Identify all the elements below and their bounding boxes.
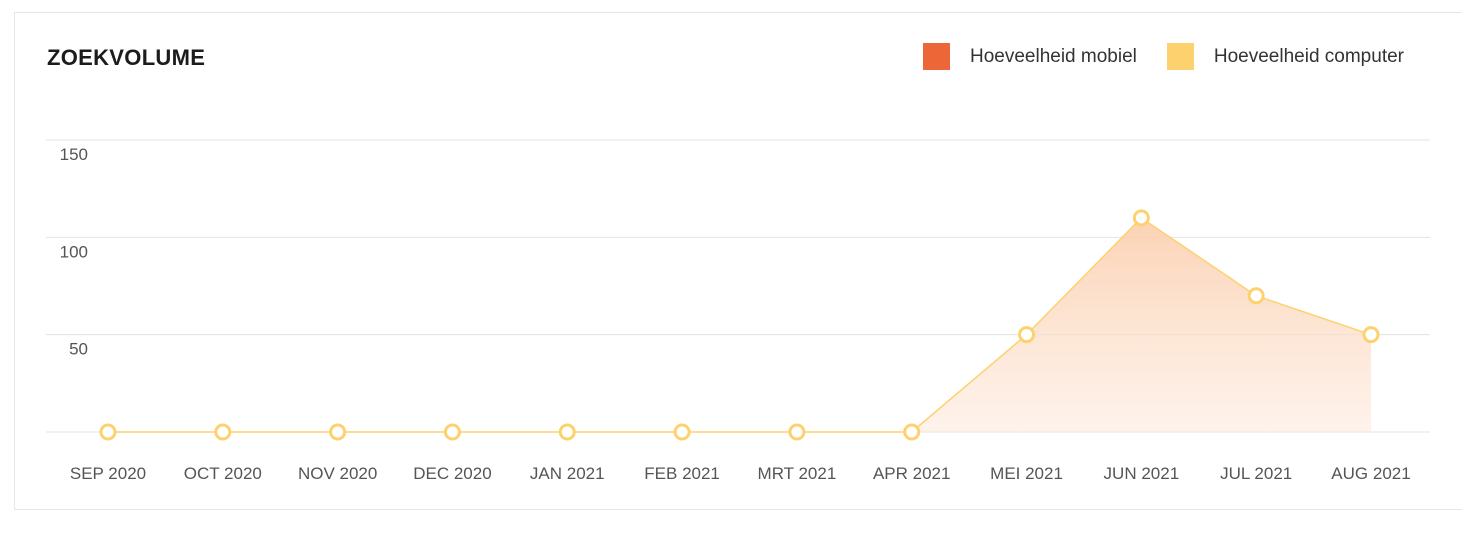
data-point[interactable] xyxy=(673,423,691,441)
chart-legend: Hoeveelheid mobiel Hoeveelheid computer xyxy=(893,43,1404,70)
legend-label-mobiel: Hoeveelheid mobiel xyxy=(969,45,1137,67)
x-tick-label: SEP 2020 xyxy=(70,464,146,483)
x-tick-label: APR 2021 xyxy=(873,464,951,483)
y-tick-label: 50 xyxy=(69,340,88,359)
x-tick-label: AUG 2021 xyxy=(1331,464,1410,483)
data-point[interactable] xyxy=(329,423,347,441)
data-point[interactable] xyxy=(214,423,232,441)
y-tick-label: 150 xyxy=(60,145,88,164)
x-tick-label: DEC 2020 xyxy=(413,464,491,483)
data-point[interactable] xyxy=(1132,209,1150,227)
legend-label-computer: Hoeveelheid computer xyxy=(1213,45,1404,67)
data-point[interactable] xyxy=(1018,326,1036,344)
x-tick-label: MEI 2021 xyxy=(990,464,1063,483)
chart-title: ZOEKVOLUME xyxy=(47,45,206,70)
legend-swatch-computer xyxy=(1166,43,1194,70)
data-point[interactable] xyxy=(99,423,117,441)
x-tick-label: JAN 2021 xyxy=(530,464,605,483)
data-point[interactable] xyxy=(1247,287,1265,305)
legend-swatch-mobiel xyxy=(922,43,950,70)
series-line-computer xyxy=(108,216,1372,433)
data-point[interactable] xyxy=(558,423,576,441)
data-point[interactable] xyxy=(1362,326,1380,344)
x-tick-label: MRT 2021 xyxy=(758,464,837,483)
chart-card: ZOEKVOLUME Hoeveelheid mobiel Hoeveelhei… xyxy=(14,12,1462,510)
legend-item-mobiel[interactable]: Hoeveelheid mobiel xyxy=(922,43,1137,70)
data-point[interactable] xyxy=(788,423,806,441)
x-tick-label: FEB 2021 xyxy=(644,464,720,483)
x-tick-label: JUL 2021 xyxy=(1220,464,1292,483)
x-tick-label: OCT 2020 xyxy=(184,464,262,483)
x-tick-label: JUN 2021 xyxy=(1104,464,1180,483)
legend-item-computer[interactable]: Hoeveelheid computer xyxy=(1166,43,1404,70)
data-point[interactable] xyxy=(903,423,921,441)
y-tick-label: 100 xyxy=(60,242,88,261)
x-tick-label: NOV 2020 xyxy=(298,464,377,483)
series-area-computer xyxy=(911,217,1371,432)
data-point[interactable] xyxy=(443,423,461,441)
